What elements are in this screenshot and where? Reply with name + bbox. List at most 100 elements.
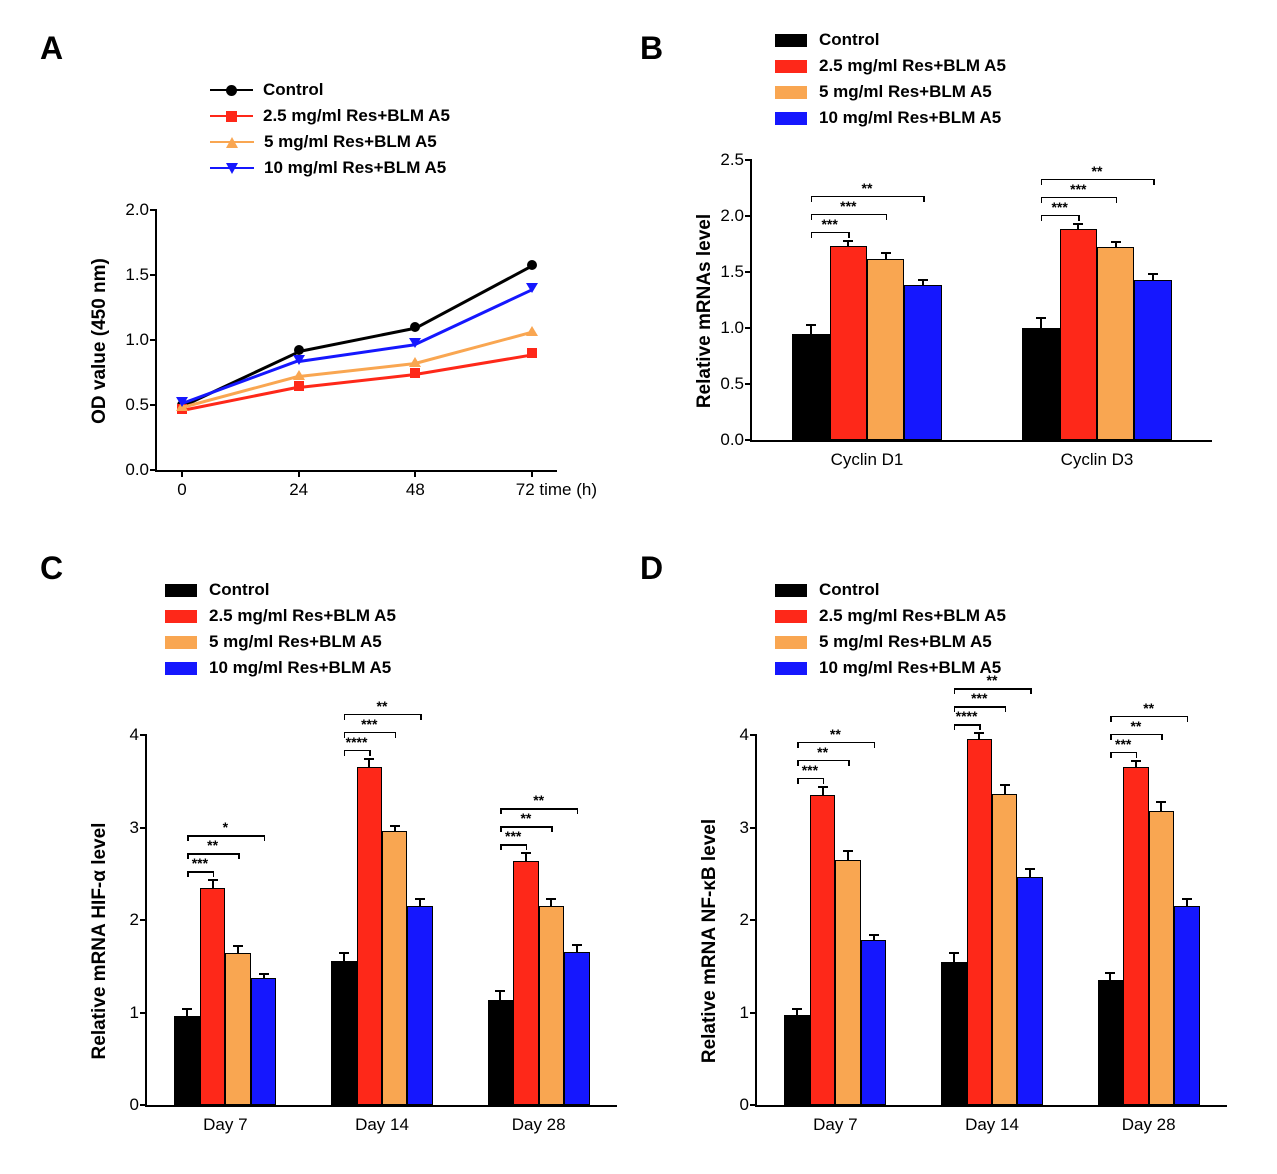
bar bbox=[564, 952, 589, 1105]
data-marker bbox=[526, 326, 538, 336]
bar bbox=[1017, 877, 1042, 1105]
data-marker bbox=[527, 260, 537, 270]
data-marker bbox=[293, 370, 305, 380]
panel-b-label: B bbox=[640, 30, 663, 67]
bar bbox=[784, 1015, 809, 1105]
error-bar bbox=[1004, 786, 1006, 794]
error-bar bbox=[499, 992, 501, 999]
error-bar bbox=[922, 281, 924, 285]
legend-label: 10 mg/ml Res+BLM A5 bbox=[209, 658, 391, 678]
error-bar bbox=[978, 734, 980, 739]
panel-d-legend: Control2.5 mg/ml Res+BLM A55 mg/ml Res+B… bbox=[775, 580, 1006, 684]
panel-b-ylabel: Relative mRNAs level bbox=[694, 201, 716, 421]
panel-a-ylabel: OD value (450 nm) bbox=[89, 241, 111, 441]
significance-label: *** bbox=[361, 716, 377, 732]
xtick-label: Day 28 bbox=[512, 1105, 566, 1135]
bar bbox=[867, 259, 904, 440]
legend-item: 10 mg/ml Res+BLM A5 bbox=[210, 158, 450, 178]
significance-bracket bbox=[1041, 215, 1078, 217]
error-bar bbox=[186, 1010, 188, 1016]
error-bar bbox=[873, 936, 875, 941]
legend-label: 2.5 mg/ml Res+BLM A5 bbox=[209, 606, 396, 626]
xtick-label: Day 14 bbox=[965, 1105, 1019, 1135]
legend-item: 2.5 mg/ml Res+BLM A5 bbox=[775, 56, 1006, 76]
significance-label: ** bbox=[987, 672, 998, 688]
error-bar bbox=[419, 900, 421, 906]
significance-bracket bbox=[187, 835, 263, 837]
bar bbox=[830, 246, 867, 440]
data-marker bbox=[409, 338, 421, 348]
legend-label: 5 mg/ml Res+BLM A5 bbox=[209, 632, 382, 652]
legend-item: 10 mg/ml Res+BLM A5 bbox=[775, 108, 1006, 128]
legend-line bbox=[210, 163, 254, 174]
legend-swatch bbox=[775, 662, 807, 675]
figure-root: A Control2.5 mg/ml Res+BLM A55 mg/ml Res… bbox=[20, 20, 1257, 1154]
error-bar bbox=[343, 954, 345, 960]
significance-label: ** bbox=[377, 698, 388, 714]
significance-label: *** bbox=[505, 828, 521, 844]
legend-swatch bbox=[165, 662, 197, 675]
panel-b: B bbox=[640, 30, 663, 67]
bar bbox=[382, 831, 407, 1105]
panel-a-container: Control 2.5 mg/ml Res+BLM A5 5 mg/ml Res+B… bbox=[90, 80, 610, 480]
error-bar bbox=[885, 254, 887, 258]
bar bbox=[200, 888, 225, 1105]
legend-item: 2.5 mg/ml Res+BLM A5 bbox=[210, 106, 450, 126]
legend-label: 10 mg/ml Res+BLM A5 bbox=[264, 158, 446, 178]
error-bar bbox=[1186, 900, 1188, 906]
legend-item: 2.5 mg/ml Res+BLM A5 bbox=[165, 606, 396, 626]
bar bbox=[861, 940, 886, 1105]
error-bar bbox=[368, 760, 370, 767]
bar bbox=[1097, 247, 1134, 440]
legend-swatch bbox=[775, 34, 807, 47]
legend-item: 5 mg/ml Res+BLM A5 bbox=[775, 82, 1006, 102]
panel-b-chart: 0.00.51.01.52.02.5Cyclin D1Cyclin D3****… bbox=[750, 160, 1212, 442]
error-bar bbox=[1160, 803, 1162, 810]
legend-swatch bbox=[165, 610, 197, 623]
bar bbox=[1022, 328, 1059, 440]
panel-c-container: Control 2.5 mg/ml Res+BLM A5 5 mg/ml Res+B… bbox=[70, 580, 640, 1140]
legend-swatch bbox=[775, 86, 807, 99]
panel-d-container: Control2.5 mg/ml Res+BLM A55 mg/ml Res+B… bbox=[680, 580, 1250, 1140]
panel-d-label: D bbox=[640, 550, 663, 587]
error-bar bbox=[525, 854, 527, 860]
legend-item: 10 mg/ml Res+BLM A5 bbox=[775, 658, 1006, 678]
legend-label: Control bbox=[263, 80, 323, 100]
significance-bracket bbox=[344, 750, 369, 752]
significance-label: *** bbox=[971, 690, 987, 706]
legend-line bbox=[210, 111, 253, 122]
xtick-label: Day 28 bbox=[1122, 1105, 1176, 1135]
xtick-label: Day 7 bbox=[813, 1105, 857, 1135]
bar bbox=[488, 1000, 513, 1105]
legend-line bbox=[210, 85, 253, 96]
legend-swatch bbox=[165, 584, 197, 597]
panel-c-legend: Control 2.5 mg/ml Res+BLM A5 5 mg/ml Res+B… bbox=[165, 580, 396, 684]
significance-label: *** bbox=[1051, 199, 1067, 215]
error-bar bbox=[237, 947, 239, 953]
legend-swatch bbox=[775, 636, 807, 649]
significance-bracket bbox=[1110, 716, 1186, 718]
bar bbox=[810, 795, 835, 1105]
data-marker bbox=[526, 283, 538, 293]
panel-b-container: Control2.5 mg/ml Res+BLM A55 mg/ml Res+B… bbox=[680, 30, 1250, 480]
significance-label: **** bbox=[956, 708, 978, 724]
significance-label: *** bbox=[821, 216, 837, 232]
legend-item: Control bbox=[210, 80, 450, 100]
significance-label: ** bbox=[533, 792, 544, 808]
xtick-label: Day 14 bbox=[355, 1105, 409, 1135]
legend-swatch bbox=[775, 584, 807, 597]
significance-label: *** bbox=[802, 762, 818, 778]
legend-label: Control bbox=[209, 580, 269, 600]
legend-item: 2.5 mg/ml Res+BLM A5 bbox=[775, 606, 1006, 626]
bar bbox=[1174, 906, 1199, 1105]
xtick-label: Cyclin D3 bbox=[1061, 440, 1134, 470]
legend-swatch bbox=[775, 60, 807, 73]
significance-bracket bbox=[811, 232, 848, 234]
legend-label: Control bbox=[819, 580, 879, 600]
significance-label: *** bbox=[1115, 736, 1131, 752]
data-marker bbox=[293, 355, 305, 365]
significance-label: ** bbox=[830, 726, 841, 742]
legend-item: 5 mg/ml Res+BLM A5 bbox=[210, 132, 450, 152]
legend-label: 10 mg/ml Res+BLM A5 bbox=[819, 108, 1001, 128]
bar bbox=[539, 906, 564, 1105]
